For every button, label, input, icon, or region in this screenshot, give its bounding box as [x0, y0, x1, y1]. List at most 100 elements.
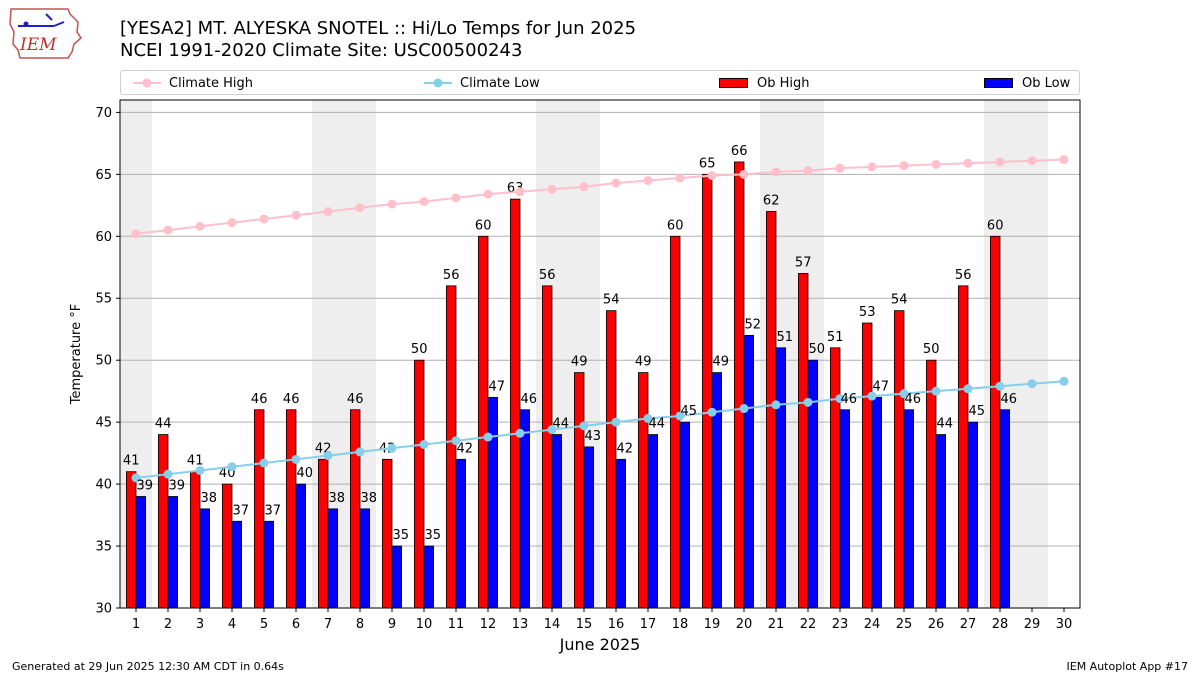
ob-high-label: 46 — [251, 392, 268, 407]
ob-low-swatch-icon — [984, 78, 1013, 88]
ob-high-bar — [509, 198, 521, 609]
ob-high-bar — [126, 471, 137, 609]
ob-low-bar — [263, 520, 275, 609]
ob-high-bar — [990, 235, 1001, 609]
x-tick-label: 17 — [640, 617, 657, 632]
climate-high-point — [739, 169, 749, 179]
climate-high-point — [291, 210, 301, 220]
climate-low-point — [803, 397, 813, 407]
climate-low-point — [899, 389, 909, 399]
ob-high-label: 57 — [795, 255, 812, 270]
climate-low-point — [739, 404, 749, 414]
y-tick-label: 60 — [95, 230, 112, 245]
x-tick-label: 13 — [512, 617, 529, 632]
ob-high-bar — [381, 458, 393, 609]
x-tick-label: 8 — [356, 617, 364, 632]
ob-low-bar — [391, 545, 403, 609]
legend-label-climate-low: Climate Low — [460, 75, 540, 91]
ob-low-bar — [167, 496, 178, 609]
ob-low-bar — [487, 396, 499, 609]
ob-low-bar — [935, 434, 947, 609]
climate-low-point — [963, 384, 973, 394]
climate-low-point — [291, 454, 301, 464]
ob-low-bar — [775, 347, 787, 609]
ob-high-label: 49 — [571, 355, 588, 370]
y-tick-label: 65 — [95, 168, 112, 183]
ob-low-label: 51 — [777, 330, 794, 345]
ob-low-bar — [359, 508, 371, 609]
y-tick-label: 50 — [95, 354, 112, 369]
ob-high-label: 54 — [603, 293, 620, 308]
ob-low-label: 38 — [361, 491, 378, 506]
ob-high-swatch-icon — [719, 78, 748, 88]
ob-low-bar — [519, 409, 531, 609]
ob-low-bar — [711, 372, 723, 609]
ob-high-bar — [862, 322, 873, 609]
ob-low-label: 43 — [585, 429, 602, 444]
ob-low-label: 46 — [521, 392, 538, 407]
ob-low-bar — [871, 396, 883, 609]
ob-low-bar — [615, 458, 627, 609]
ob-high-label: 56 — [955, 268, 972, 283]
x-tick-label: 10 — [416, 617, 433, 632]
climate-low-point — [707, 407, 717, 417]
x-tick-label: 14 — [544, 617, 561, 632]
ob-high-bar — [253, 409, 265, 609]
x-tick-label: 28 — [992, 617, 1009, 632]
ob-high-label: 65 — [699, 156, 716, 171]
ob-low-label: 52 — [745, 317, 762, 332]
climate-low-point — [323, 451, 333, 461]
ob-low-label: 39 — [137, 478, 154, 493]
x-tick-label: 25 — [896, 617, 913, 632]
climate-low-point — [995, 381, 1005, 391]
ob-low-bar — [231, 520, 242, 609]
ob-high-label: 62 — [763, 194, 780, 209]
x-tick-label: 19 — [704, 617, 721, 632]
climate-high-point — [451, 193, 461, 203]
ob-low-label: 44 — [937, 417, 954, 432]
x-tick-label: 4 — [228, 617, 236, 632]
climate-low-line — [135, 380, 1065, 479]
climate-high-point — [611, 178, 621, 188]
climate-low-point — [931, 386, 941, 396]
ob-low-label: 42 — [457, 441, 474, 456]
ob-low-label: 39 — [169, 478, 186, 493]
y-tick-label: 55 — [95, 292, 112, 307]
climate-low-point — [195, 465, 205, 475]
climate-high-point — [1027, 156, 1037, 166]
climate-high-point — [995, 157, 1005, 167]
y-tick-label: 35 — [95, 540, 112, 555]
climate-low-point — [451, 436, 461, 446]
climate-high-point — [675, 173, 685, 183]
climate-high-point — [387, 199, 397, 209]
ob-low-bar — [967, 421, 979, 609]
climate-low-point — [771, 400, 781, 410]
ob-high-bar — [606, 310, 617, 609]
climate-high-point — [163, 225, 173, 235]
ob-high-bar — [221, 483, 233, 609]
climate-high-point — [227, 218, 237, 228]
ob-high-label: 60 — [987, 218, 1004, 233]
ob-high-bar — [189, 471, 201, 609]
climate-low-line-icon — [424, 78, 452, 88]
ob-low-label: 49 — [713, 355, 730, 370]
y-tick-label: 45 — [95, 416, 112, 431]
climate-high-point — [419, 197, 429, 207]
ob-high-bar — [702, 173, 713, 609]
ob-high-bar — [285, 409, 297, 609]
ob-low-label: 47 — [873, 379, 890, 394]
climate-low-point — [579, 421, 589, 431]
chart-subtitle: NCEI 1991-2020 Climate Site: USC00500243 — [120, 40, 523, 61]
x-tick-label: 18 — [672, 617, 689, 632]
x-tick-label: 5 — [260, 617, 268, 632]
climate-low-point — [259, 458, 269, 468]
ob-high-label: 60 — [667, 218, 684, 233]
climate-high-point — [771, 167, 781, 177]
x-tick-label: 30 — [1056, 617, 1073, 632]
climate-low-point — [227, 462, 237, 472]
ob-high-bar — [157, 434, 169, 609]
climate-high-point — [579, 182, 589, 192]
climate-low-point — [867, 391, 877, 401]
ob-low-bar — [999, 409, 1011, 609]
ob-high-label: 46 — [283, 392, 300, 407]
